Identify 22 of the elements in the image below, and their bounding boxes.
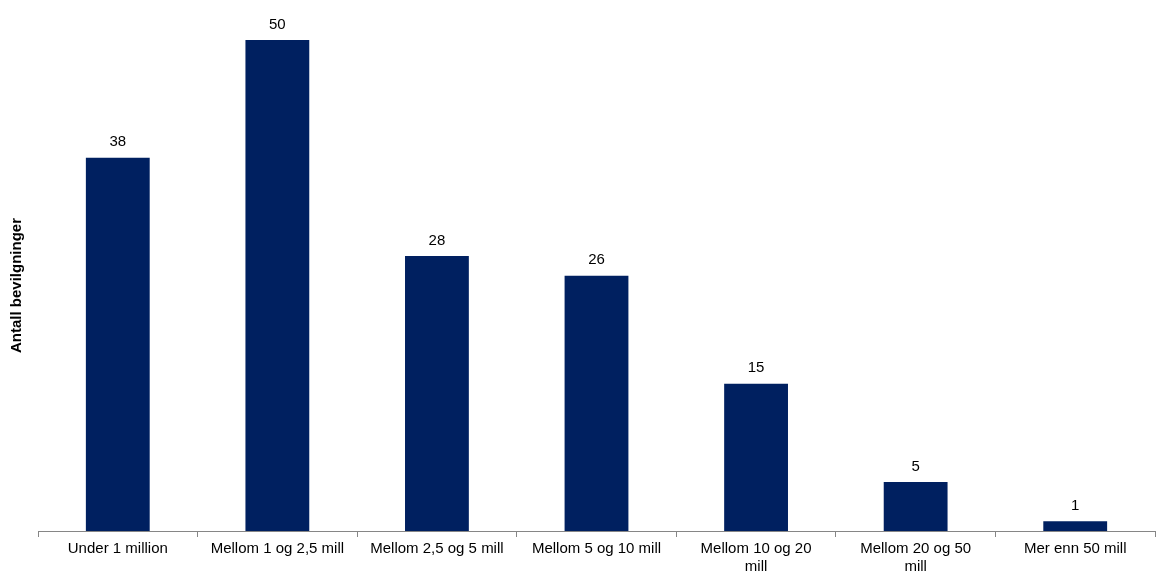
x-tick-label: Mellom 5 og 10 mill xyxy=(531,539,662,557)
bar xyxy=(1043,521,1108,531)
x-tick-label: Under 1 million xyxy=(67,539,168,557)
x-tick-label: Mellom 20 og 50 mill xyxy=(860,539,972,575)
bar xyxy=(85,157,150,531)
data-label: 1 xyxy=(1071,495,1080,513)
bar xyxy=(883,481,948,531)
x-tick-label: Mer enn 50 mill xyxy=(1023,539,1127,557)
x-tick-label: Mellom 10 og 20 mill xyxy=(700,539,812,575)
x-tick-label: Mellom 1 og 2,5 mill xyxy=(210,539,345,557)
bar xyxy=(724,383,788,531)
data-label: 26 xyxy=(588,250,605,268)
data-label: 50 xyxy=(269,14,286,32)
data-label: 28 xyxy=(428,230,446,248)
bar xyxy=(245,40,310,531)
bar xyxy=(564,275,629,531)
y-axis-title: Antall bevilgninger xyxy=(7,217,25,354)
data-label: 38 xyxy=(109,132,127,150)
data-label: 5 xyxy=(911,456,920,474)
data-label: 15 xyxy=(747,358,765,376)
x-tick-label: Mellom 2,5 og 5 mill xyxy=(370,539,504,557)
bar xyxy=(405,256,469,531)
